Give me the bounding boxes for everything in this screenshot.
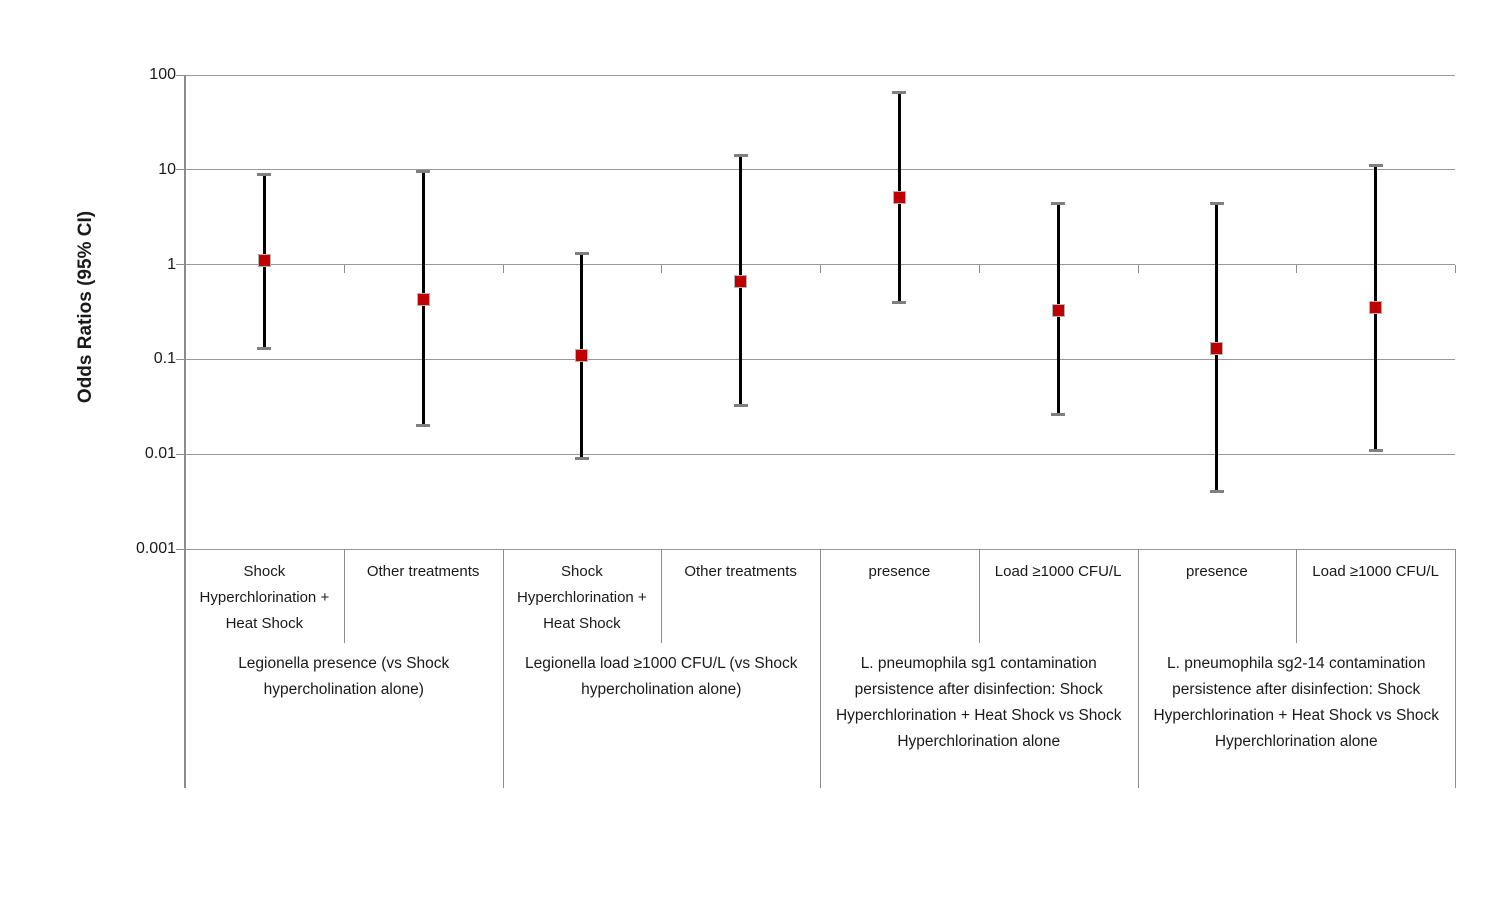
x-category-label: Other treatments (684, 563, 797, 580)
y-tick-label-0.01: 0.01 (144, 445, 176, 463)
odds-ratio-marker (1051, 303, 1065, 317)
x-tick-mark (661, 264, 663, 273)
y-tick-label-0.001: 0.001 (135, 540, 176, 557)
gridline-y-100 (185, 74, 1455, 76)
gridline-y-0.01 (185, 453, 1455, 455)
ci-upper-cap (1209, 202, 1224, 206)
x-tick-mark (1137, 264, 1139, 273)
category-separator (978, 549, 980, 643)
odds-ratio-marker (1369, 301, 1383, 315)
odds-ratio-marker (734, 275, 748, 289)
x-category-label: Shock Hyperchlorination + Heat Shock (199, 563, 330, 632)
y-tick-label-10: 10 (158, 160, 176, 178)
ci-upper-cap (733, 154, 748, 158)
ci-lower-cap (1368, 448, 1383, 452)
odds-ratio-marker (575, 348, 589, 362)
y-tick-mark (176, 548, 185, 550)
x-tick-mark (502, 264, 504, 273)
x-group-label: L. pneumophila sg1 contamination persist… (835, 655, 1122, 750)
category-separator (661, 549, 663, 643)
y-tick-mark (176, 169, 185, 171)
ci-upper-cap (257, 172, 272, 176)
y-tick-mark (176, 74, 185, 76)
group-separator (820, 549, 821, 788)
x-category-label: Shock Hyperchlorination + Heat Shock (517, 563, 647, 632)
y-axis-line (184, 75, 186, 788)
x-category-label: Other treatments (366, 563, 480, 580)
odds-ratio-marker (257, 254, 271, 268)
x-tick-mark (343, 264, 345, 273)
ci-upper-cap (416, 170, 431, 174)
x-tick-mark (1455, 264, 1456, 273)
x-tick-mark (820, 264, 821, 273)
x-category-label: presence (868, 563, 931, 580)
ci-upper-cap (1051, 202, 1066, 206)
y-tick-mark (176, 453, 185, 455)
gridline-y-10 (185, 169, 1455, 171)
ci-lower-cap (733, 403, 748, 407)
ci-lower-cap (416, 424, 431, 428)
group-separator (1137, 549, 1139, 788)
gridline-y-0.1 (185, 358, 1455, 360)
x-category-label: Load ≥1000 CFU/L (1312, 563, 1439, 580)
y-tick-mark (176, 358, 185, 360)
x-group-label: Legionella presence (vs Shock hypercholi… (238, 655, 450, 698)
x-group-label: Legionella load ≥1000 CFU/L (vs Shock hy… (525, 655, 798, 698)
ci-lower-cap (257, 347, 272, 351)
x-category-label: presence (1186, 563, 1248, 580)
ci-upper-cap (892, 91, 907, 95)
y-tick-label-100: 100 (149, 66, 176, 83)
y-tick-label-1: 1 (167, 255, 176, 273)
group-separator (502, 549, 504, 788)
y-tick-mark (176, 264, 185, 266)
x-category-label: Load ≥1000 CFU/L (994, 563, 1122, 580)
ci-lower-cap (892, 300, 907, 304)
ci-lower-cap (1051, 413, 1066, 417)
category-separator (1296, 549, 1298, 643)
odds-ratio-marker (1210, 342, 1224, 356)
x-tick-mark (1296, 264, 1298, 273)
x-tick-mark (978, 264, 980, 273)
x-group-label: L. pneumophila sg2-14 contamination pers… (1153, 655, 1440, 750)
odds-ratio-marker (892, 191, 906, 205)
category-separator (343, 549, 345, 643)
ci-upper-cap (574, 252, 589, 256)
ci-lower-cap (1209, 490, 1224, 494)
ci-upper-cap (1368, 164, 1383, 168)
ci-lower-cap (574, 457, 589, 461)
odds-ratio-marker (416, 292, 430, 306)
y-tick-label-0.1: 0.1 (153, 350, 176, 368)
y-axis-title: Odds Ratios (95% CI) (75, 210, 96, 404)
group-separator (1455, 549, 1456, 788)
